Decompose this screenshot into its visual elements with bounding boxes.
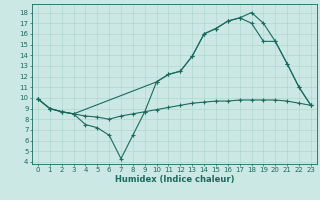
X-axis label: Humidex (Indice chaleur): Humidex (Indice chaleur) [115,175,234,184]
